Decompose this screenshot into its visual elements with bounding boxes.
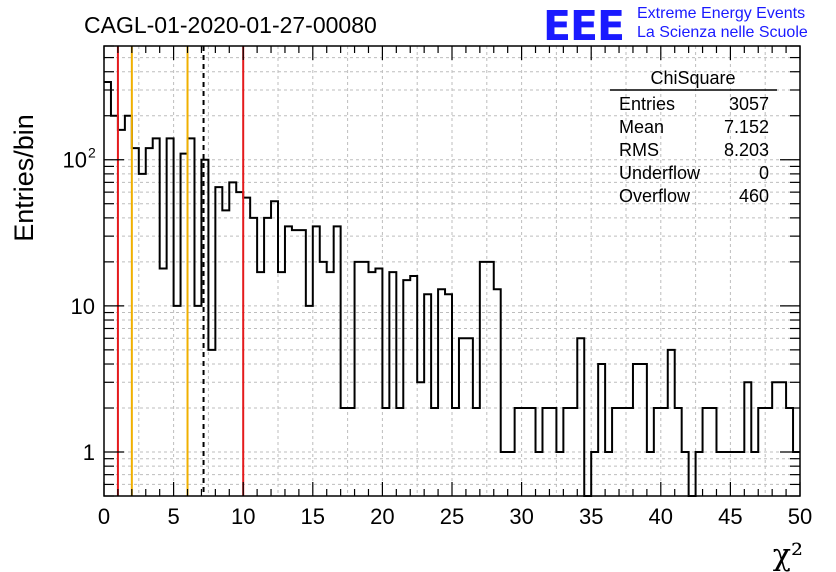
eee-logo: EEE bbox=[543, 2, 625, 50]
x-tick-label: 0 bbox=[98, 504, 110, 529]
stats-box: ChiSquare Entries 3057 Mean 7.152 RMS 8.203 Un… bbox=[610, 68, 777, 206]
x-tick-label: 50 bbox=[788, 504, 812, 529]
stats-row-label: Mean bbox=[619, 117, 664, 137]
x-tick-label: 5 bbox=[167, 504, 179, 529]
logo-line-1: Extreme Energy Events bbox=[637, 5, 806, 22]
x-tick-label: 10 bbox=[231, 504, 255, 529]
y-tick-label: 10 bbox=[63, 148, 87, 173]
x-tick-label: 40 bbox=[649, 504, 673, 529]
logo-line-2: La Scienza nelle Scuole bbox=[637, 24, 808, 41]
y-tick-label: 1 bbox=[83, 440, 95, 465]
x-tick-label: 35 bbox=[579, 504, 603, 529]
stats-title: ChiSquare bbox=[650, 68, 735, 88]
x-tick-label: 15 bbox=[301, 504, 325, 529]
y-tick-label: 10 bbox=[71, 294, 95, 319]
histogram-outline bbox=[104, 81, 800, 497]
y-axis-label: Entries/bin bbox=[9, 114, 39, 242]
x-tick-label: 20 bbox=[370, 504, 394, 529]
x-tick-label: 25 bbox=[440, 504, 464, 529]
x-tick-label: 30 bbox=[509, 504, 533, 529]
chart-title: CAGL-01-2020-01-27-00080 bbox=[84, 12, 377, 38]
y-tick-label-exponent: 2 bbox=[88, 145, 96, 161]
stats-row-value: 0 bbox=[759, 163, 769, 183]
x-tick-label: 45 bbox=[718, 504, 742, 529]
stats-row-label: Entries bbox=[619, 94, 675, 114]
cut-lines bbox=[116, 46, 245, 496]
histogram-bars bbox=[104, 81, 800, 497]
x-axis-label: χ² bbox=[773, 538, 803, 572]
axis-ticks bbox=[103, 45, 801, 497]
stats-row-value: 460 bbox=[739, 186, 769, 206]
stats-row-label: RMS bbox=[619, 140, 659, 160]
stats-row-label: Overflow bbox=[619, 186, 691, 206]
stats-row-value: 3057 bbox=[729, 94, 769, 114]
stats-rows: Entries 3057 Mean 7.152 RMS 8.203 Underflow 0 Ov… bbox=[619, 94, 769, 206]
stats-row-label: Underflow bbox=[619, 163, 701, 183]
stats-row-value: 7.152 bbox=[724, 117, 769, 137]
stats-row-value: 8.203 bbox=[724, 140, 769, 160]
